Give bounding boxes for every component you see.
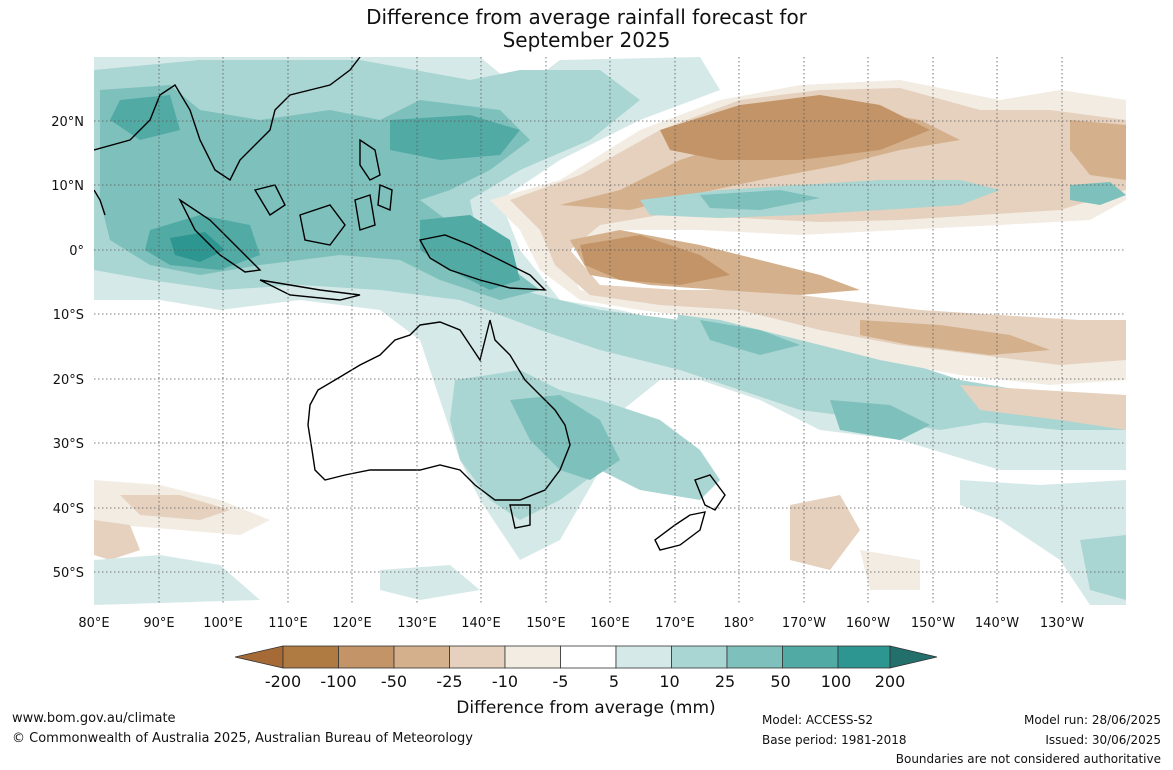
colorbar-segment — [837, 645, 891, 669]
lon-label: 140°W — [975, 616, 1019, 631]
colorbar-tick-label: -50 — [381, 672, 407, 691]
lat-label: 40°S — [53, 502, 84, 517]
rainfall-anomaly-field — [94, 57, 1126, 605]
map-title-line1: Difference from average rainfall forecas… — [366, 5, 807, 29]
colorbar-segment — [504, 645, 561, 669]
lat-label: 10°N — [51, 179, 84, 194]
lon-label: 130°E — [397, 616, 437, 631]
website-link[interactable]: www.bom.gov.au/climate — [12, 711, 176, 726]
colorbar-tick-label: -100 — [320, 672, 356, 691]
lon-label: 180° — [723, 616, 754, 631]
lon-label: 160°E — [590, 616, 630, 631]
model-text: Model: ACCESS-S2 — [762, 713, 874, 727]
model-run-text: Model run: 28/06/2025 — [1023, 713, 1161, 727]
lon-label: 160°W — [846, 616, 890, 631]
colorbar-segment — [671, 645, 728, 669]
lon-label: 120°E — [332, 616, 372, 631]
colorbar-segment — [449, 645, 506, 669]
colorbar-segment — [615, 645, 672, 669]
base-period-text: Base period: 1981-2018 — [762, 733, 907, 747]
disclaimer-text: Boundaries are not considered authoritat… — [895, 752, 1161, 766]
lat-label: 20°S — [53, 373, 84, 388]
lat-label: 50°S — [53, 566, 84, 581]
colorbar-tick-label: -10 — [492, 672, 518, 691]
colorbar-segment — [782, 645, 839, 669]
lon-label: 90°E — [143, 616, 174, 631]
colorbar-title: Difference from average (mm) — [456, 698, 715, 718]
graticule — [94, 57, 1126, 605]
latitude-labels: 20°N 10°N 0° 10°S 20°S 30°S 40°S 50°S — [51, 115, 84, 581]
lat-label: 0° — [69, 244, 84, 259]
lat-label: 20°N — [51, 115, 84, 130]
colorbar-tick-label: -25 — [436, 672, 462, 691]
lat-label: 10°S — [53, 308, 84, 323]
colorbar-segment — [338, 645, 395, 669]
colorbar-segment — [726, 645, 783, 669]
lon-label: 80°E — [78, 616, 109, 631]
colorbar-tick-label: 50 — [770, 672, 790, 691]
lon-label: 150°E — [526, 616, 566, 631]
colorbar-tick-label: -5 — [553, 672, 569, 691]
colorbar-extend-low — [234, 645, 284, 669]
lon-label: 130°W — [1040, 616, 1084, 631]
map-title-line2: September 2025 — [502, 28, 671, 52]
issued-text: Issued: 30/06/2025 — [1045, 733, 1161, 747]
colorbar-tick-label: 5 — [609, 672, 619, 691]
colorbar: -200 -100 -50 -25 -10 -5 5 10 25 50 100 … — [234, 645, 938, 718]
lon-label: 100°E — [203, 616, 243, 631]
colorbar-tick-label: 25 — [715, 672, 735, 691]
lon-label: 170°E — [655, 616, 695, 631]
colorbar-tick-label: 100 — [821, 672, 852, 691]
colorbar-tick-label: 200 — [875, 672, 906, 691]
colorbar-segment — [282, 645, 339, 669]
lon-label: 150°W — [911, 616, 955, 631]
copyright-text: © Commonwealth of Australia 2025, Austra… — [12, 731, 473, 746]
colorbar-tick-label: 10 — [659, 672, 679, 691]
colorbar-segment — [560, 645, 617, 669]
lon-label: 170°W — [782, 616, 826, 631]
longitude-labels: 80°E 90°E 100°E 110°E 120°E 130°E 140°E … — [78, 616, 1084, 631]
colorbar-segment — [393, 645, 450, 669]
lat-label: 30°S — [53, 437, 84, 452]
lon-label: 110°E — [268, 616, 308, 631]
lon-label: 140°E — [461, 616, 501, 631]
colorbar-extend-high — [889, 645, 938, 669]
coastlines — [94, 57, 726, 551]
colorbar-tick-label: -200 — [265, 672, 301, 691]
